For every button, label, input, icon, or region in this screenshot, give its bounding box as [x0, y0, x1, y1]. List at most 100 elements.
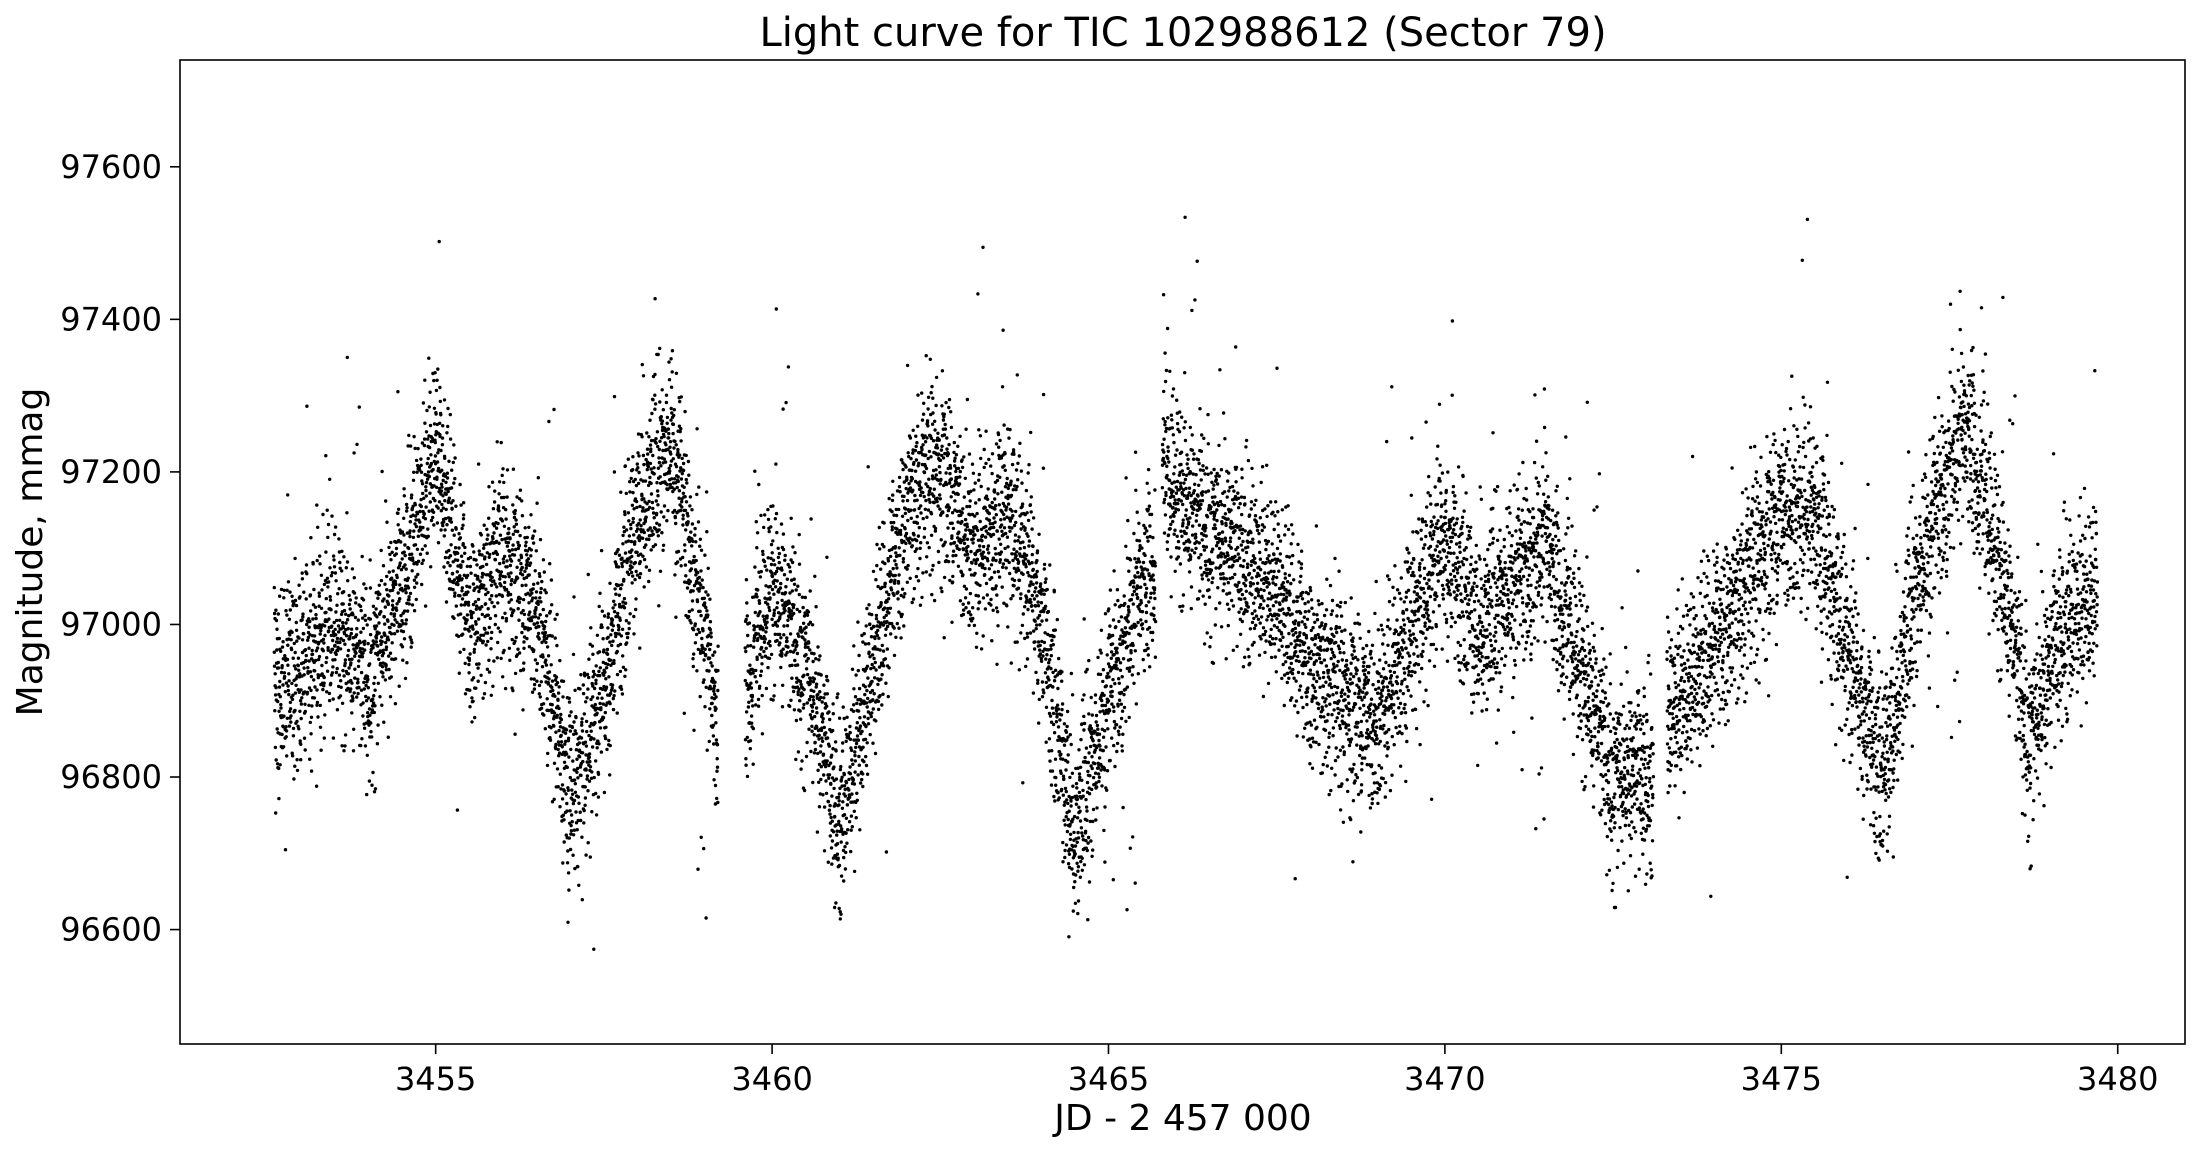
data-point [804, 625, 808, 629]
data-point [939, 538, 943, 542]
data-point [753, 469, 757, 473]
data-point [584, 853, 588, 857]
data-point [620, 564, 624, 569]
data-point [616, 565, 621, 569]
data-point [748, 739, 753, 743]
data-point [303, 709, 307, 714]
data-point [374, 607, 378, 611]
data-point [527, 573, 531, 577]
data-point [423, 544, 427, 548]
data-point [976, 594, 981, 598]
data-point [705, 530, 709, 534]
data-point [358, 604, 363, 609]
data-point [781, 683, 785, 687]
data-point [702, 658, 706, 662]
data-point [775, 601, 780, 605]
data-point [1037, 532, 1041, 536]
data-point [1065, 724, 1069, 729]
data-point [636, 466, 640, 470]
data-point [828, 812, 832, 816]
data-point [505, 468, 510, 472]
data-point [1062, 803, 1067, 807]
data-point [812, 733, 816, 737]
data-point [429, 461, 434, 466]
data-point [510, 613, 514, 618]
data-point [814, 682, 819, 686]
data-point [623, 512, 627, 517]
data-point [528, 627, 532, 631]
data-point [506, 572, 510, 576]
data-point [371, 604, 376, 608]
data-point [963, 476, 967, 480]
data-point [503, 580, 507, 585]
data-point [1049, 783, 1054, 787]
data-point [410, 556, 415, 560]
data-point [961, 547, 966, 552]
data-point [417, 468, 422, 472]
data-point [1020, 522, 1024, 526]
data-point [303, 648, 308, 652]
data-point [395, 602, 399, 606]
data-point [999, 518, 1003, 522]
data-point [893, 559, 897, 563]
data-point [997, 445, 1001, 449]
data-point [771, 539, 775, 543]
data-point [1041, 654, 1045, 658]
data-point [391, 569, 395, 573]
data-point [686, 514, 690, 518]
data-point [383, 582, 387, 586]
data-point [864, 763, 869, 768]
data-point [843, 728, 848, 732]
data-point [381, 675, 385, 679]
data-point [707, 739, 711, 744]
data-point [284, 725, 288, 729]
data-point [1059, 752, 1063, 756]
data-point [1029, 600, 1033, 604]
data-point [757, 482, 761, 487]
data-point [286, 663, 290, 667]
data-point [612, 470, 617, 474]
data-point [961, 612, 966, 617]
data-point [1019, 592, 1023, 596]
data-point [585, 774, 590, 778]
data-point [483, 602, 488, 606]
data-point [498, 561, 502, 566]
data-point [792, 582, 797, 586]
data-point [281, 745, 286, 749]
data-point [887, 666, 891, 670]
data-point [1039, 601, 1044, 605]
data-point [1060, 707, 1064, 712]
data-point [415, 581, 419, 585]
data-point [326, 648, 330, 652]
data-point [794, 588, 798, 592]
data-point [452, 533, 456, 537]
data-point [901, 467, 905, 472]
data-point [454, 527, 458, 531]
data-point [415, 512, 420, 516]
data-point [1070, 867, 1074, 871]
data-point [1033, 619, 1037, 623]
data-point [623, 674, 627, 678]
data-point [503, 575, 507, 579]
data-point [381, 648, 385, 652]
data-point [620, 583, 624, 587]
data-point [322, 675, 326, 680]
data-point [791, 643, 795, 647]
data-point [505, 495, 509, 499]
data-point [792, 577, 796, 581]
data-point [384, 499, 388, 503]
data-point [459, 503, 463, 507]
data-point [584, 744, 589, 748]
data-point [1050, 749, 1054, 753]
data-point [286, 684, 290, 688]
data-point [914, 434, 918, 438]
data-point [286, 580, 291, 584]
data-point [352, 691, 356, 695]
data-point [539, 680, 543, 684]
data-point [329, 574, 334, 578]
data-point [471, 544, 475, 548]
data-point [921, 571, 925, 575]
data-point [1048, 714, 1053, 718]
data-point [527, 613, 531, 617]
data-point [533, 615, 538, 619]
